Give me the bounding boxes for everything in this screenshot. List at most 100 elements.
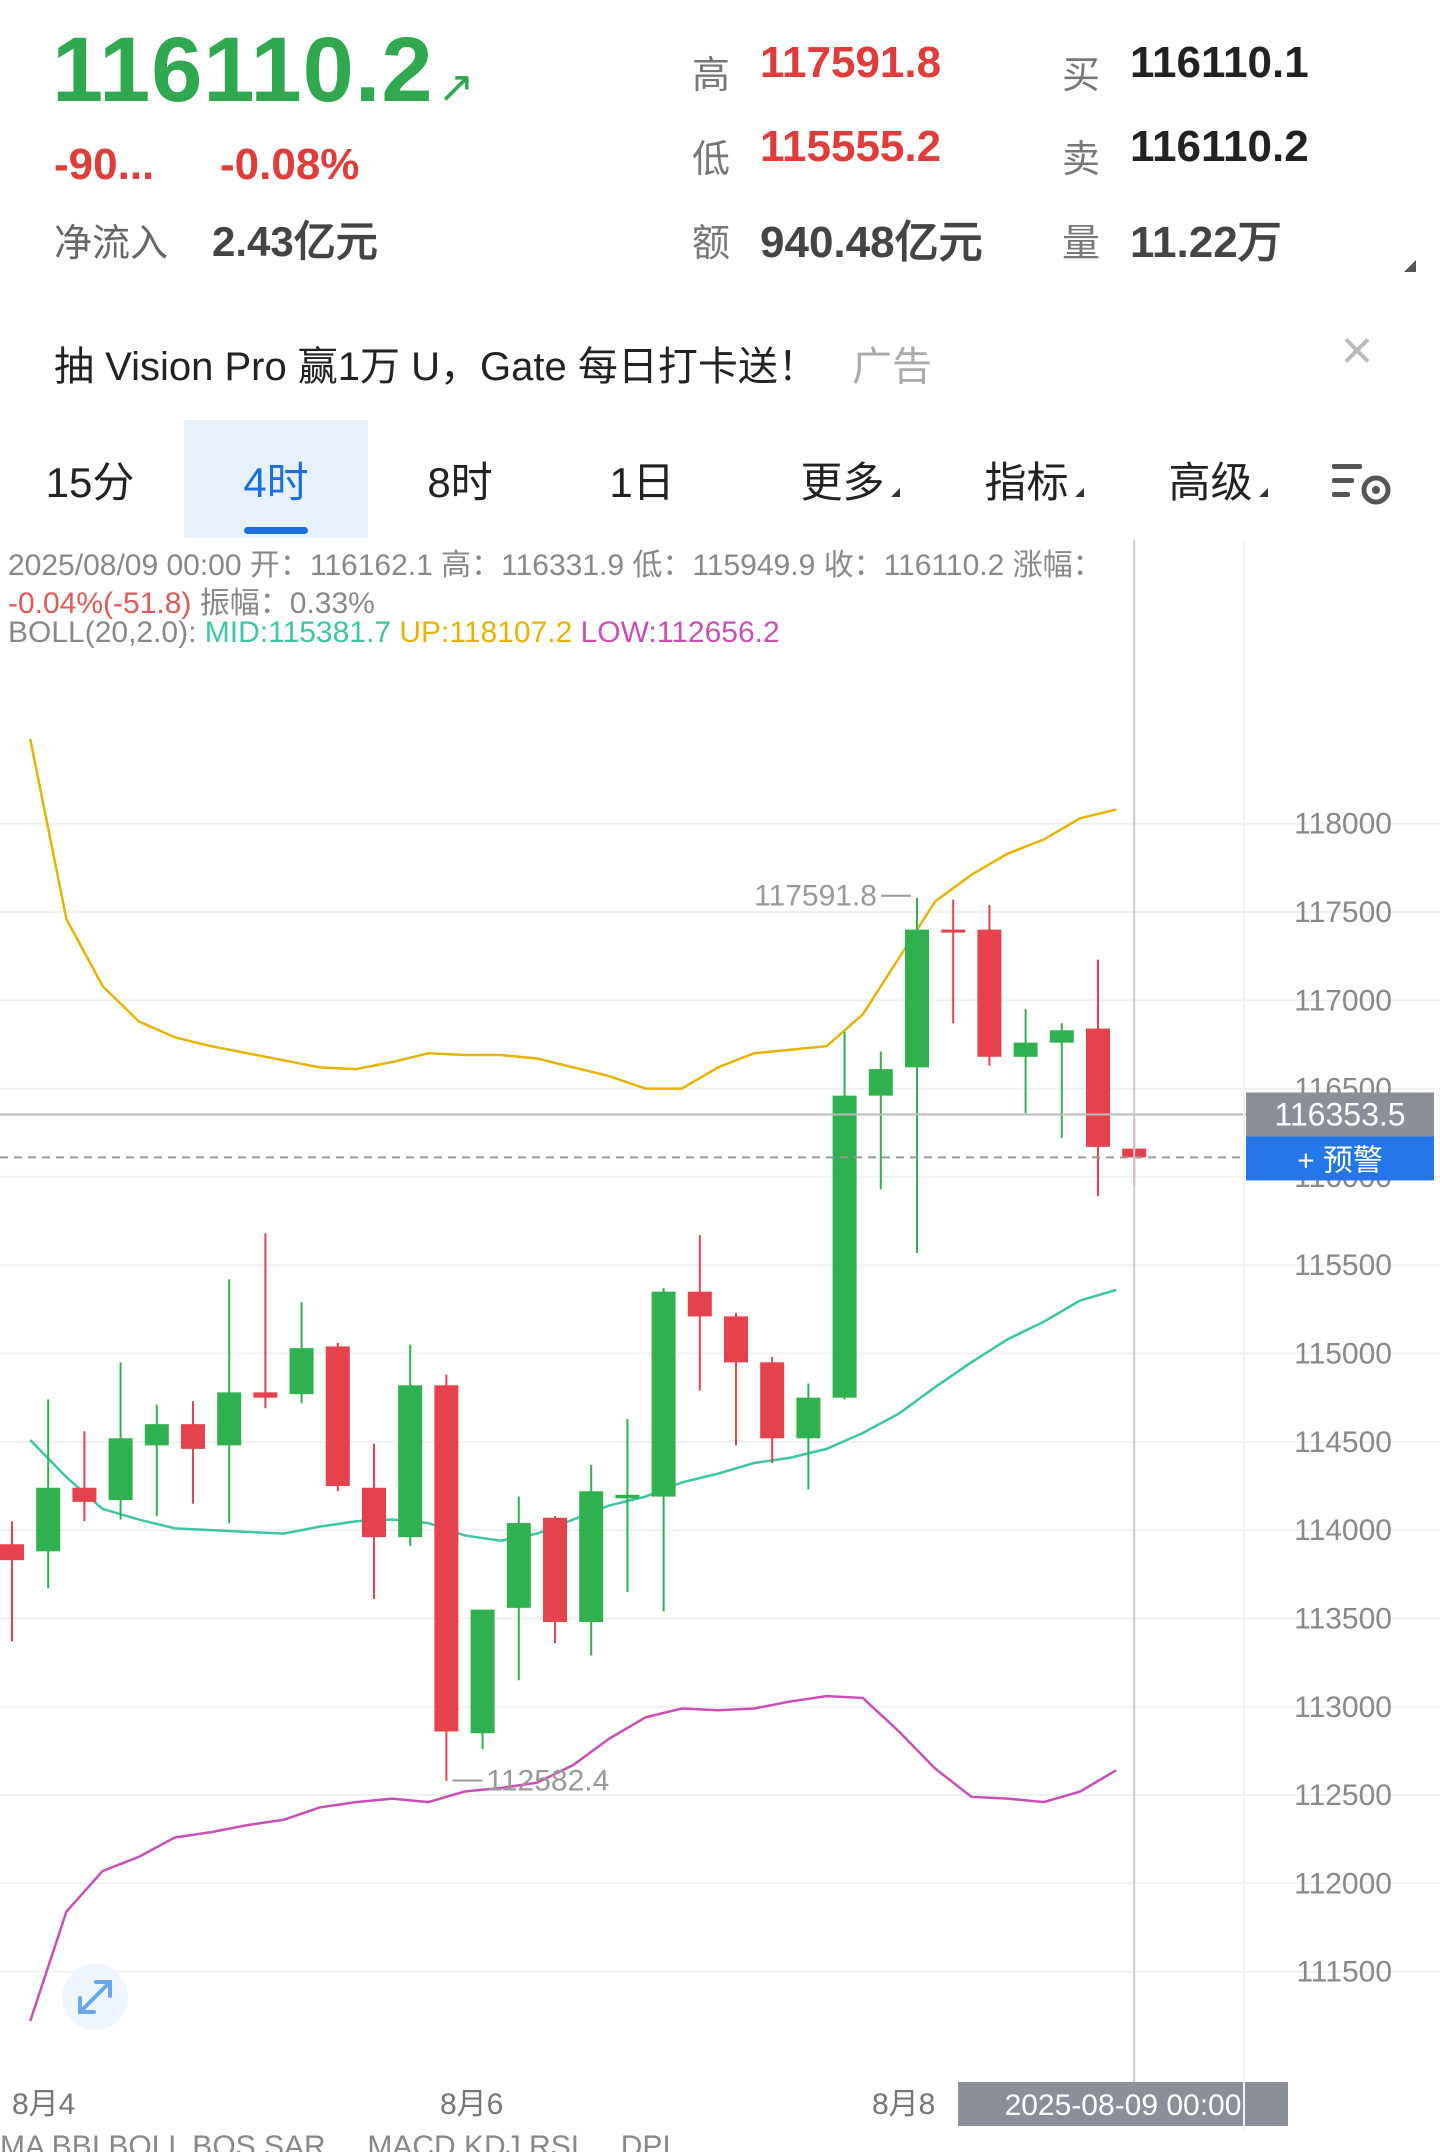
- candle-body[interactable]: [0, 1544, 24, 1561]
- tab-label: 1日: [609, 458, 675, 506]
- candle-body[interactable]: [832, 1095, 857, 1398]
- tab-label: 8时: [427, 458, 493, 506]
- ad-text[interactable]: 抽 Vision Pro 赢1万 U，Gate 每日打卡送！: [54, 345, 818, 389]
- high-label: 高: [692, 55, 731, 97]
- candle-body[interactable]: [579, 1491, 604, 1622]
- ohlc-amplitude: 振幅：0.33%: [191, 587, 375, 620]
- tab-8h[interactable]: 8时: [380, 420, 540, 538]
- tab-advanced[interactable]: 高级: [1128, 420, 1308, 538]
- kline-chart[interactable]: 1180001175001170001165001160001155001150…: [0, 540, 1440, 2152]
- net-inflow-value: 2.43亿元: [212, 218, 378, 265]
- tab-15m[interactable]: 15分: [10, 420, 170, 538]
- candle-body[interactable]: [181, 1424, 205, 1449]
- close-icon[interactable]: ×: [1340, 318, 1374, 381]
- change-absolute: -90...: [54, 140, 155, 189]
- alert-button-label: + 预警: [1297, 1144, 1383, 1177]
- candle-body[interactable]: [325, 1346, 350, 1486]
- tab-4h[interactable]: 4时: [184, 420, 368, 538]
- candle-body[interactable]: [144, 1424, 169, 1446]
- chart-settings-icon[interactable]: [1332, 460, 1394, 508]
- ohlc-info-line: 2025/08/09 00:00 开：116162.1 高：116331.9 低…: [8, 549, 1103, 582]
- y-tick-label: 111500: [1296, 1956, 1392, 1989]
- candle-body[interactable]: [289, 1348, 314, 1395]
- tab-label: 指标: [984, 458, 1069, 506]
- high-value: 117591.8: [760, 38, 942, 87]
- candle-body[interactable]: [108, 1438, 133, 1501]
- dropdown-icon: [1074, 487, 1084, 497]
- change-percent: -0.08%: [220, 140, 360, 189]
- y-tick-label: 115500: [1294, 1249, 1392, 1282]
- candle-body[interactable]: [72, 1487, 97, 1502]
- tab-1d[interactable]: 1日: [562, 420, 722, 538]
- tab-label: 4时: [243, 458, 309, 506]
- candle-body[interactable]: [1049, 1030, 1074, 1043]
- candle-body[interactable]: [1013, 1042, 1038, 1057]
- quote-header: 116110.2 ↗ -90... -0.08% 净流入 2.43亿元 高 11…: [0, 0, 1440, 300]
- crosshair-time-text: 2025-08-09 00:00: [1005, 2089, 1242, 2122]
- y-tick-label: 113000: [1294, 1691, 1392, 1724]
- candle-body[interactable]: [796, 1397, 821, 1439]
- kline-chart-area[interactable]: 1180001175001170001165001160001155001150…: [0, 540, 1440, 2152]
- x-axis-label: 8月6: [440, 2088, 503, 2121]
- candle-body[interactable]: [362, 1487, 386, 1538]
- y-tick-label: 112500: [1294, 1779, 1392, 1812]
- low-value: 115555.2: [760, 122, 942, 171]
- boll-low-line: [29, 1694, 1117, 2022]
- candle-body[interactable]: [36, 1487, 61, 1552]
- tab-more[interactable]: 更多: [760, 420, 940, 538]
- candle-body[interactable]: [217, 1392, 242, 1446]
- bid-value: 116110.1: [1130, 38, 1309, 87]
- tab-label: 高级: [1168, 458, 1253, 506]
- candle-body[interactable]: [868, 1069, 893, 1096]
- candle-body[interactable]: [687, 1291, 712, 1317]
- candle-body[interactable]: [470, 1609, 495, 1734]
- indicator-strip[interactable]: MA BBI BOLL BOS SAR ... MACD KDJ RSI ...…: [0, 2130, 705, 2152]
- tab-label: 更多: [800, 458, 885, 506]
- crosshair-time-tag: [958, 2082, 1288, 2126]
- candle-body[interactable]: [724, 1316, 748, 1363]
- candle-body[interactable]: [760, 1362, 785, 1439]
- y-tick-label: 115000: [1294, 1338, 1392, 1371]
- candle-body[interactable]: [905, 929, 929, 1068]
- fullscreen-expand-icon[interactable]: [62, 1964, 128, 2030]
- ask-value: 116110.2: [1130, 122, 1309, 171]
- y-tick-label: 114000: [1294, 1514, 1392, 1547]
- tab-indicators[interactable]: 指标: [944, 420, 1124, 538]
- alert-button[interactable]: [1246, 1136, 1434, 1181]
- boll-label: BOLL(20,2.0):: [8, 616, 205, 649]
- candle-body[interactable]: [941, 929, 966, 933]
- current-price-tag-text: 116353.5: [1274, 1096, 1405, 1132]
- tab-label: 15分: [45, 458, 135, 506]
- candle-body[interactable]: [434, 1385, 459, 1732]
- last-price-value: 116110.2: [52, 19, 434, 121]
- candle-body[interactable]: [615, 1494, 640, 1499]
- y-tick-label: 114500: [1294, 1426, 1392, 1459]
- expand-stats-icon[interactable]: [1404, 260, 1416, 272]
- volume-value: 11.22万: [1130, 218, 1282, 267]
- ohlc-info-line-2: -0.04%(-51.8) 振幅：0.33%: [8, 578, 375, 622]
- candle-body[interactable]: [253, 1392, 278, 1398]
- x-axis-label: 8月4: [12, 2088, 75, 2121]
- candle-body[interactable]: [977, 929, 1002, 1057]
- candle-body[interactable]: [398, 1385, 423, 1538]
- ad-banner[interactable]: 抽 Vision Pro 赢1万 U，Gate 每日打卡送！ 广告 ×: [0, 320, 1440, 400]
- ad-tag: 广告: [852, 345, 932, 389]
- high-marker-label: 117591.8: [754, 880, 877, 913]
- up-right-arrow-icon: ↗: [437, 63, 476, 112]
- candle-body[interactable]: [506, 1523, 531, 1608]
- boll-up-line: [28, 738, 1117, 1090]
- boll-mid-line: [29, 1288, 1117, 1542]
- boll-low-value: LOW:112656.2: [580, 616, 780, 649]
- volume-label: 量: [1062, 223, 1101, 265]
- ask-label: 卖: [1062, 139, 1101, 181]
- candle-body[interactable]: [543, 1517, 567, 1622]
- low-label: 低: [692, 139, 731, 181]
- y-tick-label: 117000: [1294, 984, 1392, 1017]
- candle-body[interactable]: [651, 1291, 676, 1497]
- net-inflow-label: 净流入: [54, 223, 169, 265]
- x-axis-label: 8月8: [872, 2088, 935, 2121]
- period-tabs: 15分 4时 8时 1日 更多 指标 高级: [0, 420, 1440, 538]
- boll-up-value: UP:118107.2: [399, 616, 573, 649]
- candle-body[interactable]: [1086, 1028, 1110, 1147]
- y-tick-label: 113500: [1294, 1602, 1392, 1635]
